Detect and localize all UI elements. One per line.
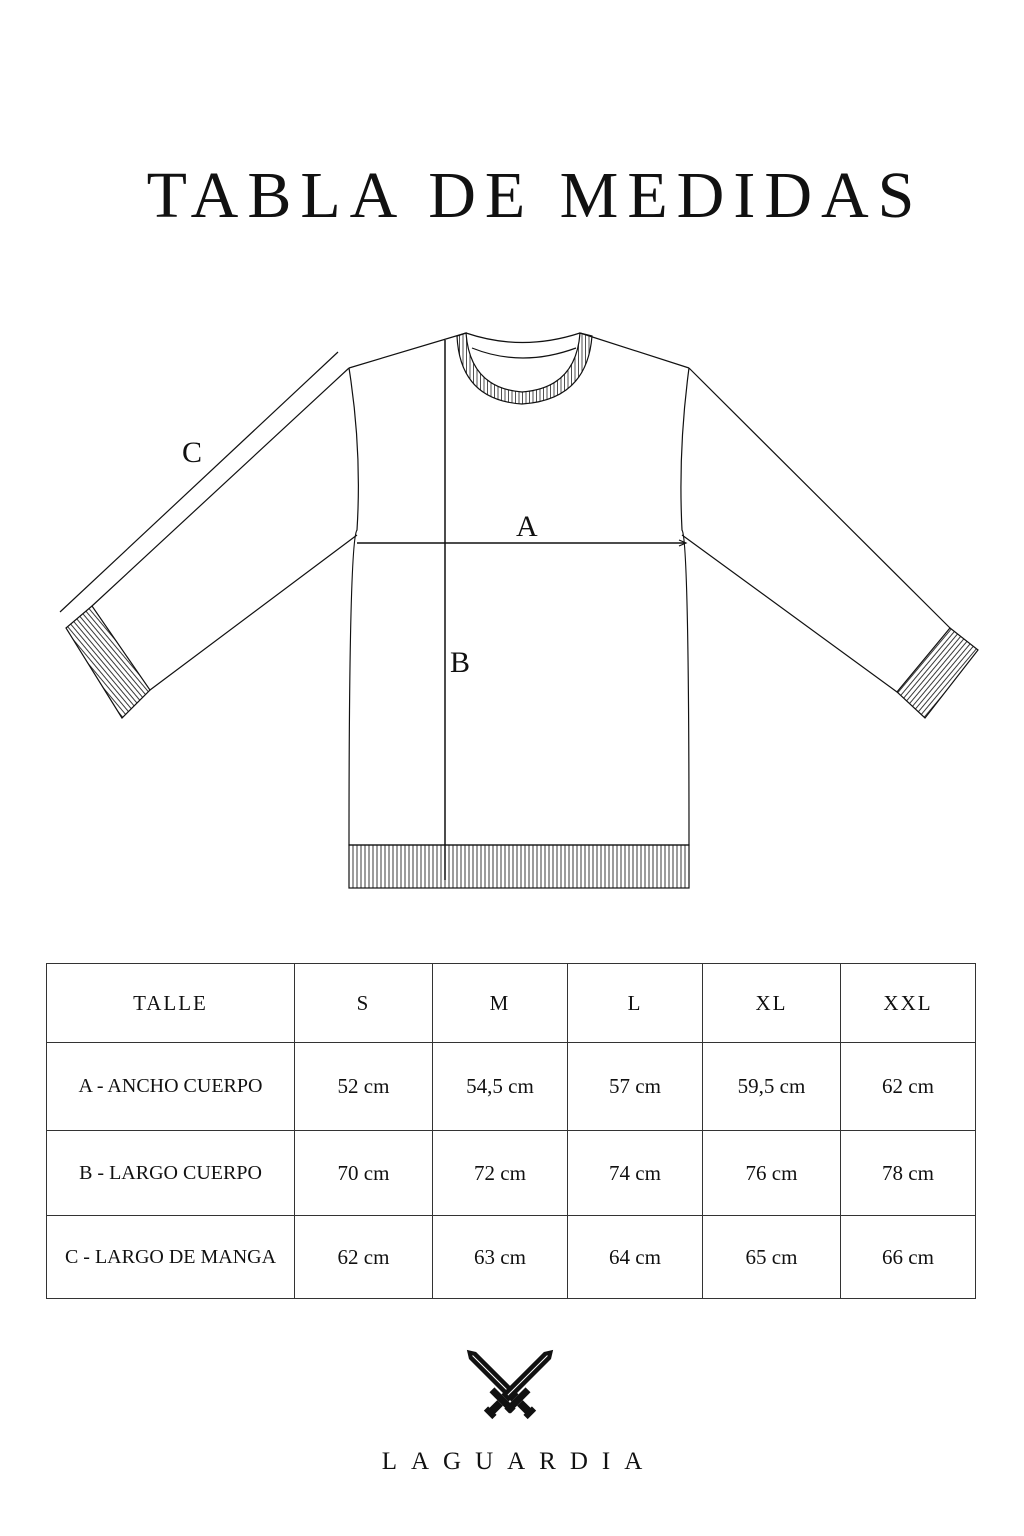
header-cell: M [432,963,568,1043]
header-cell: TALLE [46,963,295,1043]
table-cell: 64 cm [567,1215,703,1299]
row-label: A - ANCHO CUERPO [46,1042,295,1131]
table-cell: 57 cm [567,1042,703,1131]
row-label: C - LARGO DE MANGA [46,1215,295,1299]
table-cell: 65 cm [702,1215,841,1299]
header-cell: XXL [840,963,976,1043]
sweater-body [348,332,690,846]
table-row: B - LARGO CUERPO 70 cm 72 cm 74 cm 76 cm… [46,1130,976,1216]
table-cell: 62 cm [294,1215,433,1299]
table-cell: 72 cm [432,1130,568,1216]
page-title: TABLA DE MEDIDAS [146,159,924,232]
header-cell: S [294,963,433,1043]
table-cell: 70 cm [294,1130,433,1216]
table-cell: 78 cm [840,1130,976,1216]
table-row: C - LARGO DE MANGA 62 cm 63 cm 64 cm 65 … [46,1215,976,1299]
table-header-row: TALLE S M L XL XXL [46,963,976,1043]
label-c: C [182,436,202,469]
table-cell: 59,5 cm [702,1042,841,1131]
right-sleeve [681,367,979,719]
sweater-diagram: A B C [59,332,979,889]
table-row: A - ANCHO CUERPO 52 cm 54,5 cm 57 cm 59,… [46,1042,976,1131]
table-cell: 52 cm [294,1042,433,1131]
header-cell: L [567,963,703,1043]
neck-rib [456,332,593,405]
table-cell: 54,5 cm [432,1042,568,1131]
row-label: B - LARGO CUERPO [46,1130,295,1216]
right-cuff [896,627,979,719]
brand-name: LAGUARDIA [381,1448,657,1475]
size-table: TALLE S M L XL XXL A - ANCHO CUERPO 52 c… [46,963,976,1299]
table-cell: 63 cm [432,1215,568,1299]
table-cell: 74 cm [567,1130,703,1216]
crossed-swords-icon [466,1349,554,1420]
left-cuff [65,605,151,719]
hem-rib [348,844,690,889]
measure-line-c [59,351,339,613]
label-a: A [516,510,538,543]
table-cell: 76 cm [702,1130,841,1216]
left-sleeve [65,367,358,719]
header-cell: XL [702,963,841,1043]
table-cell: 66 cm [840,1215,976,1299]
table-cell: 62 cm [840,1042,976,1131]
label-b: B [450,646,470,679]
